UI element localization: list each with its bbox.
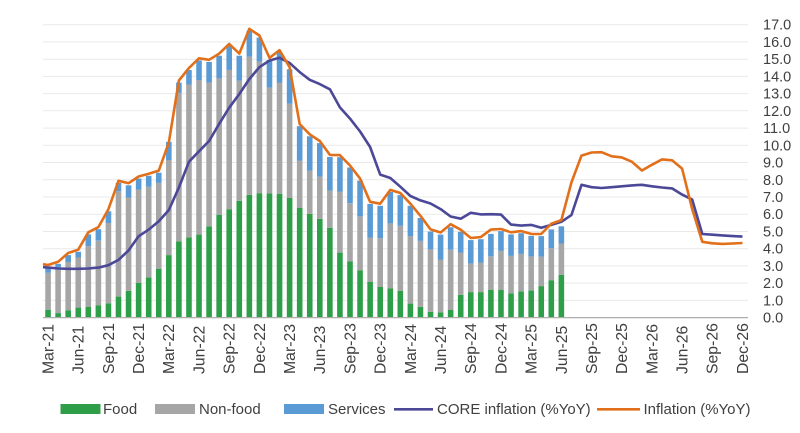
svg-text:Dec-23: Dec-23 xyxy=(373,323,390,374)
svg-text:Mar-22: Mar-22 xyxy=(161,324,178,374)
svg-text:Inflation (%YoY): Inflation (%YoY) xyxy=(644,401,751,418)
svg-text:Sep-22: Sep-22 xyxy=(222,323,239,374)
svg-text:Dec-26: Dec-26 xyxy=(735,323,752,374)
svg-text:Dec-21: Dec-21 xyxy=(131,323,148,374)
svg-text:10.0: 10.0 xyxy=(763,138,791,154)
svg-text:Sep-24: Sep-24 xyxy=(463,323,480,374)
svg-text:Dec-24: Dec-24 xyxy=(493,323,510,374)
svg-text:Sep-25: Sep-25 xyxy=(584,323,601,374)
svg-text:1.0: 1.0 xyxy=(763,293,783,309)
svg-text:Jun-23: Jun-23 xyxy=(312,325,329,374)
svg-text:Jun-22: Jun-22 xyxy=(191,326,208,374)
svg-text:6.0: 6.0 xyxy=(763,207,783,223)
svg-text:Mar-26: Mar-26 xyxy=(644,324,661,374)
svg-text:4.0: 4.0 xyxy=(763,242,783,258)
svg-text:Mar-23: Mar-23 xyxy=(282,324,299,374)
svg-text:7.0: 7.0 xyxy=(763,190,783,206)
svg-text:13.0: 13.0 xyxy=(763,87,791,103)
svg-text:Sep-21: Sep-21 xyxy=(101,323,118,374)
svg-text:3.0: 3.0 xyxy=(763,259,783,275)
svg-text:Mar-24: Mar-24 xyxy=(403,324,420,374)
svg-text:Jun-24: Jun-24 xyxy=(433,325,450,374)
svg-text:Dec-25: Dec-25 xyxy=(614,323,631,374)
svg-text:Mar-25: Mar-25 xyxy=(524,324,541,374)
svg-text:0.0: 0.0 xyxy=(763,311,783,327)
svg-text:Services: Services xyxy=(328,401,386,418)
svg-text:Jun-25: Jun-25 xyxy=(554,325,571,374)
svg-text:Sep-23: Sep-23 xyxy=(342,323,359,374)
svg-text:11.0: 11.0 xyxy=(763,121,790,137)
svg-text:17.0: 17.0 xyxy=(763,18,791,34)
svg-text:Sep-26: Sep-26 xyxy=(705,323,722,374)
svg-text:Non-food: Non-food xyxy=(199,401,261,418)
svg-text:14.0: 14.0 xyxy=(763,69,791,85)
svg-text:Food: Food xyxy=(103,401,137,418)
svg-text:5.0: 5.0 xyxy=(763,225,783,241)
svg-text:Dec-22: Dec-22 xyxy=(252,323,269,374)
svg-text:Jun-21: Jun-21 xyxy=(71,325,88,374)
svg-text:Jun-26: Jun-26 xyxy=(675,325,692,374)
svg-text:16.0: 16.0 xyxy=(763,35,791,51)
svg-text:9.0: 9.0 xyxy=(763,156,783,172)
svg-text:2.0: 2.0 xyxy=(763,276,783,292)
svg-text:12.0: 12.0 xyxy=(763,104,791,120)
svg-text:15.0: 15.0 xyxy=(763,52,791,68)
svg-text:Mar-21: Mar-21 xyxy=(40,324,57,374)
svg-text:8.0: 8.0 xyxy=(763,173,783,189)
svg-text:CORE inflation (%YoY): CORE inflation (%YoY) xyxy=(437,401,591,418)
